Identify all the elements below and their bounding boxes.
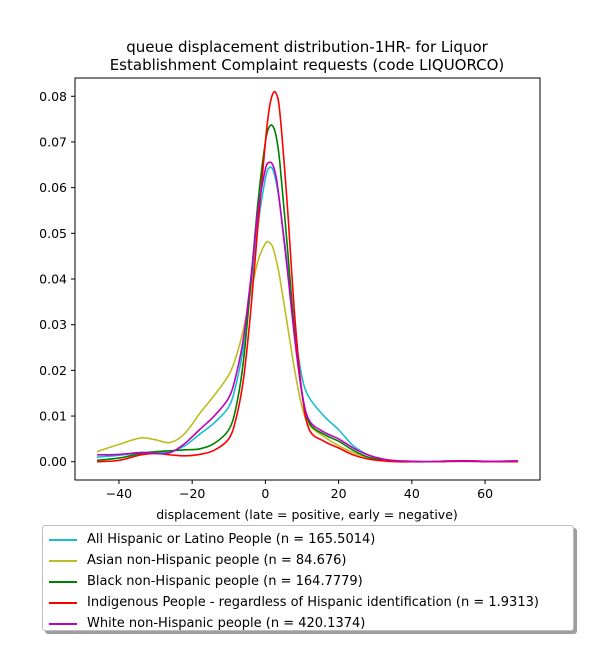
legend: All Hispanic or Latino People (n = 165.5…	[42, 525, 574, 631]
legend-entry: Indigenous People - regardless of Hispan…	[43, 592, 573, 613]
x-tick-label: 60	[477, 486, 493, 501]
legend-entry: White non-Hispanic people (n = 420.1374)	[43, 613, 573, 634]
y-tick-label: 0.01	[39, 409, 67, 424]
y-tick-label: 0.05	[39, 226, 67, 241]
series-line-2	[96, 240, 519, 463]
series-line-5	[96, 161, 519, 463]
x-tick-label: 0	[261, 486, 269, 501]
legend-label: Asian non-Hispanic people (n = 84.676)	[87, 553, 347, 568]
y-tick-label: 0.03	[39, 317, 67, 332]
legend-label: Black non-Hispanic people (n = 164.7779)	[87, 574, 363, 589]
chart-title-line-2: Establishment Complaint requests (code L…	[110, 56, 505, 74]
series-line-3	[96, 124, 519, 463]
legend-entry: Black non-Hispanic people (n = 164.7779)	[43, 571, 573, 592]
chart-title-line-1: queue displacement distribution-1HR- for…	[126, 38, 488, 56]
legend-label: All Hispanic or Latino People (n = 165.5…	[87, 532, 376, 547]
legend-label: White non-Hispanic people (n = 420.1374)	[87, 616, 366, 631]
x-tick-label: 20	[331, 486, 347, 501]
y-tick-label: 0.02	[39, 363, 67, 378]
legend-swatch	[49, 559, 77, 562]
y-tick-label: 0.04	[39, 272, 67, 287]
x-tick-label: −40	[106, 486, 132, 501]
legend-swatch	[49, 601, 77, 604]
legend-entry: All Hispanic or Latino People (n = 165.5…	[43, 529, 573, 550]
legend-swatch	[49, 622, 77, 625]
x-tick-label: −20	[179, 486, 205, 501]
series-line-4	[96, 90, 519, 463]
legend-entry: Asian non-Hispanic people (n = 84.676)	[43, 550, 573, 571]
series-lines	[96, 90, 519, 463]
legend-label: Indigenous People - regardless of Hispan…	[87, 595, 539, 610]
plot-frame	[74, 77, 541, 481]
y-tick-label: 0.00	[39, 454, 67, 469]
x-tick-label: 40	[404, 486, 420, 501]
y-tick-label: 0.08	[39, 89, 67, 104]
axis-ticks: −40 −20 0 20 40 60 0.00 0.01 0.02 0.03 0.04 0.05 0.0…	[39, 89, 493, 501]
x-axis-label: displacement (late = positive, early = n…	[156, 507, 458, 522]
legend-swatch	[49, 538, 77, 541]
y-tick-label: 0.06	[39, 180, 67, 195]
y-tick-label: 0.07	[39, 134, 67, 149]
legend-swatch	[49, 580, 77, 583]
